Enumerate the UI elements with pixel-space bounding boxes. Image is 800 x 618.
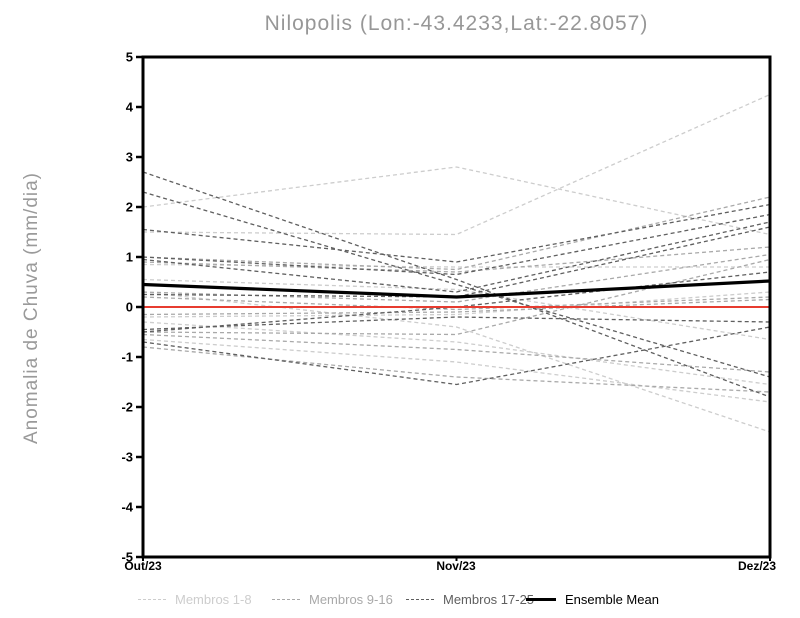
dashed-line-icon bbox=[138, 598, 166, 600]
svg-text:-3: -3 bbox=[121, 450, 133, 465]
x-tick-label-out: Out/23 bbox=[124, 559, 162, 573]
axis-ticks: 5 4 3 2 1 0 -1 -2 -3 -4 -5 bbox=[121, 50, 771, 565]
x-tick-label-nov: Nov/23 bbox=[436, 559, 476, 573]
svg-text:1: 1 bbox=[126, 250, 133, 265]
x-tick-label-dez: Dez/23 bbox=[737, 559, 777, 573]
ensemble-mean-line bbox=[142, 279, 771, 299]
legend-item-ensemble-mean: Ensemble Mean bbox=[526, 589, 659, 609]
legend-item-membros-1-8: Membros 1-8 bbox=[138, 589, 252, 609]
svg-text:-5: -5 bbox=[121, 550, 133, 565]
legend-label: Ensemble Mean bbox=[565, 591, 659, 607]
legend-label: Membros 9-16 bbox=[309, 591, 393, 607]
svg-text:-1: -1 bbox=[121, 350, 133, 365]
legend-label: Membros 1-8 bbox=[175, 591, 252, 607]
legend-item-membros-17-25: Membros 17-25 bbox=[406, 589, 534, 609]
solid-line-icon bbox=[526, 597, 556, 601]
dashed-line-icon bbox=[272, 598, 300, 600]
dashed-line-icon bbox=[406, 598, 434, 600]
svg-text:2: 2 bbox=[126, 200, 133, 215]
svg-text:-2: -2 bbox=[121, 400, 133, 415]
svg-text:0: 0 bbox=[126, 300, 133, 315]
svg-text:5: 5 bbox=[126, 50, 133, 65]
member-lines bbox=[142, 93, 771, 433]
legend-item-membros-9-16: Membros 9-16 bbox=[272, 589, 393, 609]
svg-text:3: 3 bbox=[126, 150, 133, 165]
legend: Membros 1-8 Membros 9-16 Membros 17-25 E… bbox=[0, 589, 800, 609]
chart-title: Nilopolis (Lon:-43.4233,Lat:-22.8057) bbox=[264, 12, 649, 35]
svg-text:-4: -4 bbox=[121, 500, 133, 515]
svg-text:4: 4 bbox=[126, 100, 134, 115]
legend-label: Membros 17-25 bbox=[443, 591, 535, 607]
